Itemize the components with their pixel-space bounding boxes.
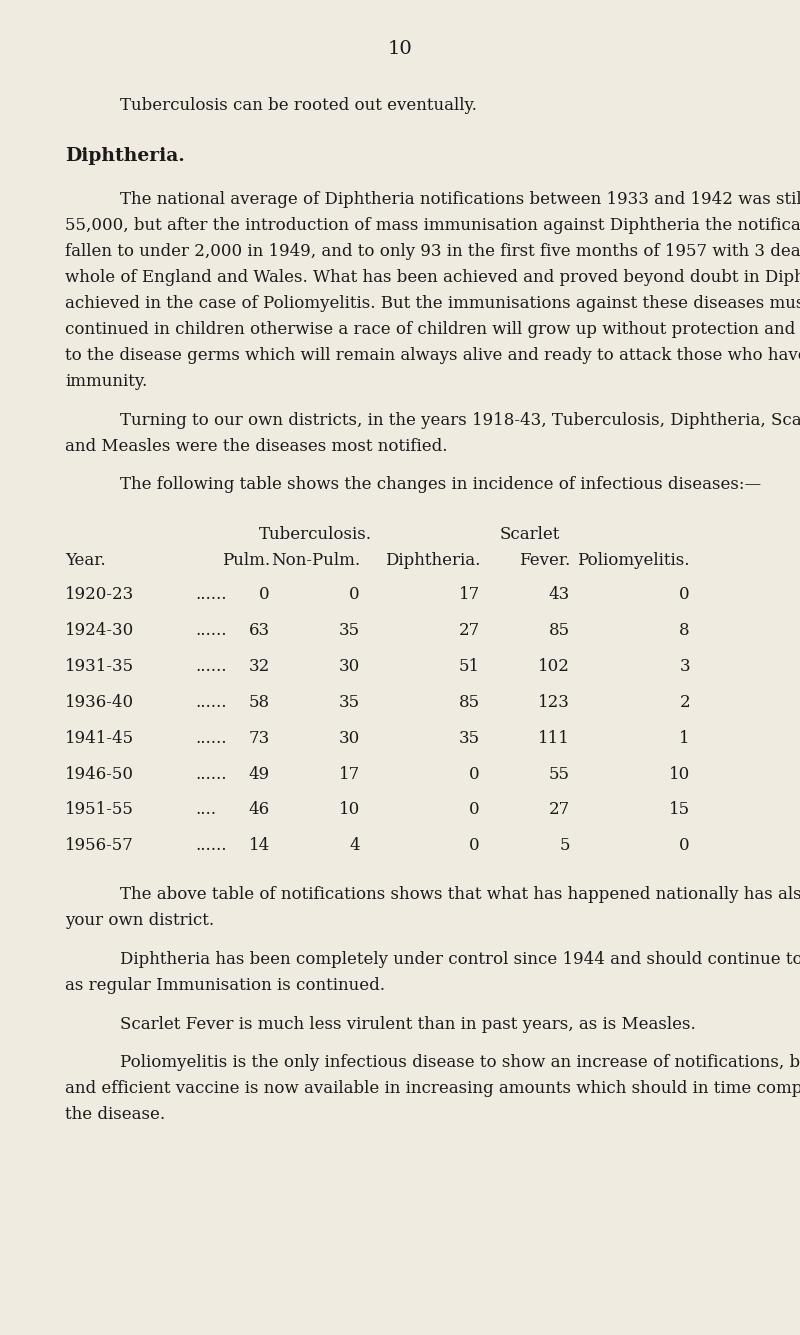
Text: The national average of Diphtheria notifications between 1933 and 1942 was still: The national average of Diphtheria notif… xyxy=(120,191,800,208)
Text: Non-Pulm.: Non-Pulm. xyxy=(271,553,360,570)
Text: ......: ...... xyxy=(195,586,226,603)
Text: Turning to our own districts, in the years 1918-43, Tuberculosis, Diphtheria, Sc: Turning to our own districts, in the yea… xyxy=(120,411,800,429)
Text: 0: 0 xyxy=(470,837,480,854)
Text: ......: ...... xyxy=(195,730,226,746)
Text: 1: 1 xyxy=(679,730,690,746)
Text: ......: ...... xyxy=(195,658,226,676)
Text: 8: 8 xyxy=(679,622,690,639)
Text: 27: 27 xyxy=(458,622,480,639)
Text: 1941-45: 1941-45 xyxy=(65,730,134,746)
Text: Scarlet: Scarlet xyxy=(500,526,560,543)
Text: 0: 0 xyxy=(350,586,360,603)
Text: 0: 0 xyxy=(679,837,690,854)
Text: 63: 63 xyxy=(249,622,270,639)
Text: 30: 30 xyxy=(338,658,360,676)
Text: 49: 49 xyxy=(249,765,270,782)
Text: immunity.: immunity. xyxy=(65,372,147,390)
Text: ......: ...... xyxy=(195,694,226,710)
Text: Year.: Year. xyxy=(65,553,106,570)
Text: 35: 35 xyxy=(339,622,360,639)
Text: 14: 14 xyxy=(249,837,270,854)
Text: 1924-30: 1924-30 xyxy=(65,622,134,639)
Text: 123: 123 xyxy=(538,694,570,710)
Text: Poliomyelitis.: Poliomyelitis. xyxy=(578,553,690,570)
Text: 4: 4 xyxy=(350,837,360,854)
Text: whole of England and Wales. What has been achieved and proved beyond doubt in Di: whole of England and Wales. What has bee… xyxy=(65,268,800,286)
Text: 1936-40: 1936-40 xyxy=(65,694,134,710)
Text: to the disease germs which will remain always alive and ready to attack those wh: to the disease germs which will remain a… xyxy=(65,347,800,364)
Text: 35: 35 xyxy=(459,730,480,746)
Text: 55: 55 xyxy=(549,765,570,782)
Text: 3: 3 xyxy=(679,658,690,676)
Text: 0: 0 xyxy=(259,586,270,603)
Text: 58: 58 xyxy=(249,694,270,710)
Text: 0: 0 xyxy=(470,801,480,818)
Text: ......: ...... xyxy=(195,622,226,639)
Text: The above table of notifications shows that what has happened nationally has als: The above table of notifications shows t… xyxy=(120,886,800,902)
Text: Scarlet Fever is much less virulent than in past years, as is Measles.: Scarlet Fever is much less virulent than… xyxy=(120,1016,696,1033)
Text: 55,000, but after the introduction of mass immunisation against Diphtheria the n: 55,000, but after the introduction of ma… xyxy=(65,216,800,234)
Text: 30: 30 xyxy=(338,730,360,746)
Text: and efficient vaccine is now available in increasing amounts which should in tim: and efficient vaccine is now available i… xyxy=(65,1080,800,1097)
Text: Diphtheria has been completely under control since 1944 and should continue to b: Diphtheria has been completely under con… xyxy=(120,951,800,968)
Text: 17: 17 xyxy=(458,586,480,603)
Text: 10: 10 xyxy=(388,40,412,57)
Text: fallen to under 2,000 in 1949, and to only 93 in the first five months of 1957 w: fallen to under 2,000 in 1949, and to on… xyxy=(65,243,800,260)
Text: the disease.: the disease. xyxy=(65,1107,165,1124)
Text: Tuberculosis.: Tuberculosis. xyxy=(258,526,371,543)
Text: 1931-35: 1931-35 xyxy=(65,658,134,676)
Text: ......: ...... xyxy=(195,837,226,854)
Text: 111: 111 xyxy=(538,730,570,746)
Text: Fever.: Fever. xyxy=(518,553,570,570)
Text: 35: 35 xyxy=(339,694,360,710)
Text: 27: 27 xyxy=(549,801,570,818)
Text: 102: 102 xyxy=(538,658,570,676)
Text: Diphtheria.: Diphtheria. xyxy=(65,147,185,164)
Text: ......: ...... xyxy=(195,765,226,782)
Text: 0: 0 xyxy=(679,586,690,603)
Text: 85: 85 xyxy=(549,622,570,639)
Text: as regular Immunisation is continued.: as regular Immunisation is continued. xyxy=(65,977,385,993)
Text: ....: .... xyxy=(195,801,216,818)
Text: The following table shows the changes in incidence of infectious diseases:—: The following table shows the changes in… xyxy=(120,477,761,494)
Text: achieved in the case of Poliomyelitis. But the immunisations against these disea: achieved in the case of Poliomyelitis. B… xyxy=(65,295,800,312)
Text: 17: 17 xyxy=(338,765,360,782)
Text: 15: 15 xyxy=(669,801,690,818)
Text: 10: 10 xyxy=(338,801,360,818)
Text: Poliomyelitis is the only infectious disease to show an increase of notification: Poliomyelitis is the only infectious dis… xyxy=(120,1055,800,1072)
Text: 85: 85 xyxy=(459,694,480,710)
Text: Pulm.: Pulm. xyxy=(222,553,270,570)
Text: 73: 73 xyxy=(249,730,270,746)
Text: Diphtheria.: Diphtheria. xyxy=(385,553,480,570)
Text: 0: 0 xyxy=(470,765,480,782)
Text: continued in children otherwise a race of children will grow up without protecti: continued in children otherwise a race o… xyxy=(65,320,800,338)
Text: 1956-57: 1956-57 xyxy=(65,837,134,854)
Text: 46: 46 xyxy=(249,801,270,818)
Text: Tuberculosis can be rooted out eventually.: Tuberculosis can be rooted out eventuall… xyxy=(120,97,477,115)
Text: 51: 51 xyxy=(459,658,480,676)
Text: 32: 32 xyxy=(249,658,270,676)
Text: 1951-55: 1951-55 xyxy=(65,801,134,818)
Text: 43: 43 xyxy=(549,586,570,603)
Text: 1946-50: 1946-50 xyxy=(65,765,134,782)
Text: and Measles were the diseases most notified.: and Measles were the diseases most notif… xyxy=(65,438,447,455)
Text: 1920-23: 1920-23 xyxy=(65,586,134,603)
Text: your own district.: your own district. xyxy=(65,912,214,929)
Text: 10: 10 xyxy=(669,765,690,782)
Text: 2: 2 xyxy=(679,694,690,710)
Text: 5: 5 xyxy=(559,837,570,854)
